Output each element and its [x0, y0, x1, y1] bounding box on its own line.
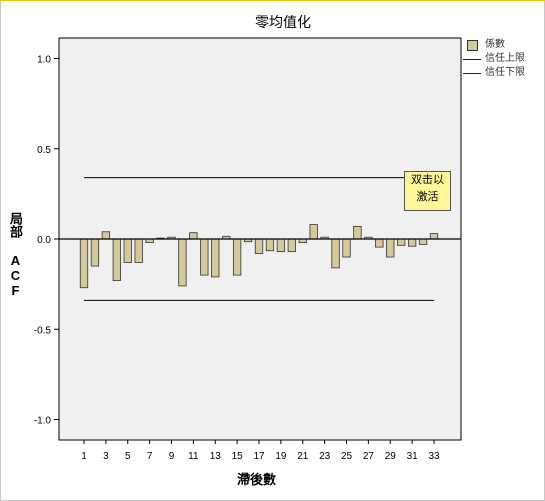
x-tick-label: 3	[103, 451, 109, 462]
x-tick-label: 5	[125, 451, 131, 462]
x-tick-label: 33	[428, 451, 440, 462]
y-tick-label: 0.5	[37, 145, 51, 156]
y-tick-label: -0.5	[34, 325, 52, 336]
acf-bar	[353, 225, 362, 240]
acf-bar	[178, 238, 187, 287]
acf-bar	[211, 238, 220, 278]
acf-bar	[287, 238, 296, 253]
acf-bar	[331, 238, 340, 269]
x-tick-label: 29	[385, 451, 397, 462]
x-tick-label: 1	[81, 451, 87, 462]
badge-line-1: 双击以	[411, 174, 444, 186]
x-tick-label: 21	[297, 451, 309, 462]
x-axis-label: 滯後數	[237, 472, 277, 487]
y-axis-label: 局部 ACF	[8, 212, 23, 298]
acf-bar	[123, 238, 132, 263]
x-tick-label: 23	[319, 451, 331, 462]
x-tick-label: 13	[210, 451, 222, 462]
acf-bar	[407, 238, 417, 247]
badge-line-2: 激活	[416, 191, 439, 203]
legend-swatch-line	[463, 59, 481, 60]
acf-bar	[429, 233, 439, 240]
legend-label: 信任上限	[485, 53, 525, 64]
acf-bar	[418, 238, 428, 245]
legend-swatch-bar	[467, 40, 478, 51]
x-tick-label: 31	[407, 451, 419, 462]
acf-bar	[276, 238, 286, 253]
acf-bar	[375, 238, 384, 248]
x-tick-label: 11	[188, 451, 199, 462]
acf-bar	[101, 231, 111, 240]
legend-swatch-line	[463, 73, 481, 74]
acf-bar	[90, 238, 100, 267]
x-tick-label: 9	[169, 451, 175, 462]
acf-bar	[386, 238, 395, 258]
y-tick-label: -1.0	[34, 416, 52, 427]
x-tick-label: 15	[232, 451, 244, 462]
activate-badge[interactable]: 双击以 激活	[404, 171, 451, 211]
y-tick-label: 0.0	[37, 235, 51, 246]
acf-bar	[200, 238, 209, 276]
x-tick-label: 27	[363, 451, 375, 462]
acf-bar	[112, 238, 121, 281]
acf-bar	[79, 238, 89, 289]
x-tick-label: 7	[147, 451, 153, 462]
chart-title: 零均值化	[255, 14, 311, 30]
acf-bar	[254, 238, 264, 254]
acf-bar	[342, 238, 351, 258]
acf-bar	[397, 238, 406, 246]
y-tick-label: 1.0	[37, 55, 51, 66]
acf-bar	[309, 224, 318, 240]
legend-label: 信任下限	[485, 67, 525, 78]
x-tick-label: 17	[253, 451, 265, 462]
acf-bar	[134, 238, 143, 263]
x-tick-label: 25	[341, 451, 353, 462]
acf-bar	[265, 238, 275, 252]
x-tick-label: 19	[275, 451, 287, 462]
acf-bar	[189, 232, 198, 240]
acf-bar	[232, 238, 242, 276]
legend-label: 係數	[485, 39, 505, 50]
